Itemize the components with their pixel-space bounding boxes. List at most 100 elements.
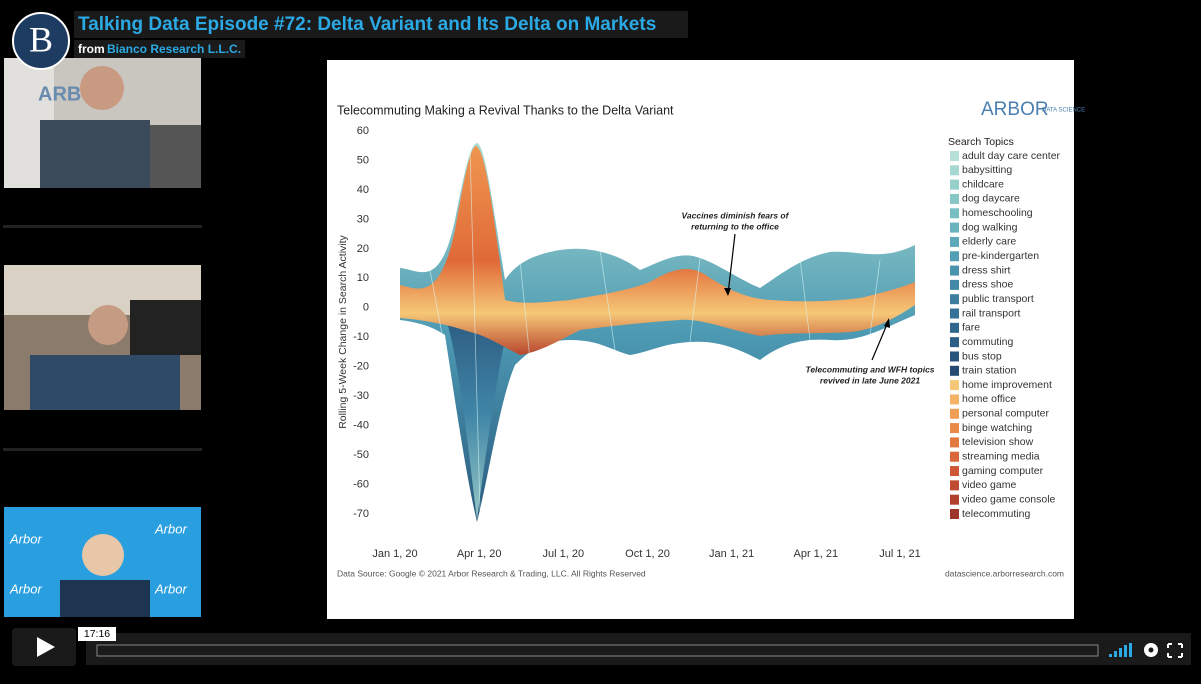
legend-swatch <box>950 466 959 477</box>
y-tick-label: 10 <box>357 272 369 284</box>
legend-label: dress shirt <box>962 264 1011 276</box>
webcam-1: ARBOR <box>4 58 201 188</box>
legend-swatch <box>950 322 959 333</box>
legend-label: train station <box>962 365 1016 377</box>
legend-label: fare <box>962 322 980 334</box>
legend-label: television show <box>962 436 1034 448</box>
logo-text: B <box>29 19 53 59</box>
legend-label: home office <box>962 393 1016 405</box>
legend-label: adult day care center <box>962 150 1061 162</box>
legend-swatch <box>950 380 959 391</box>
arrowhead <box>884 318 890 328</box>
legend-title: Search Topics <box>948 136 1014 148</box>
legend-label: binge watching <box>962 422 1032 434</box>
legend-swatch <box>950 308 959 319</box>
channel-link[interactable]: Bianco Research L.L.C. <box>107 42 241 56</box>
annotation-arrow <box>871 321 889 361</box>
y-tick-label: -70 <box>353 508 369 520</box>
x-tick-label: Apr 1, 20 <box>457 548 502 560</box>
play-icon <box>37 637 55 657</box>
legend-label: public transport <box>962 293 1034 305</box>
progress-panel <box>86 633 1191 665</box>
svg-text:Arbor: Arbor <box>9 531 42 546</box>
streamgraph <box>400 143 915 522</box>
y-tick-label: -10 <box>353 331 369 343</box>
y-axis-label: Rolling 5-Week Change in Search Activity <box>337 234 349 428</box>
legend-label: dress shoe <box>962 279 1014 291</box>
x-tick-label: Jul 1, 21 <box>879 548 921 560</box>
legend-label: video game console <box>962 493 1056 505</box>
legend-label: personal computer <box>962 408 1049 420</box>
legend-label: pre-kindergarten <box>962 250 1039 262</box>
x-tick-label: Apr 1, 21 <box>794 548 839 560</box>
legend-swatch <box>950 193 959 204</box>
y-tick-label: 20 <box>357 243 369 255</box>
svg-text:Arbor: Arbor <box>9 581 42 596</box>
slide-title: Telecommuting Making a Revival Thanks to… <box>337 103 674 117</box>
legend-label: babysitting <box>962 164 1012 176</box>
svg-text:Arbor: Arbor <box>154 521 187 536</box>
x-tick-label: Oct 1, 20 <box>625 548 670 560</box>
legend-label: dog daycare <box>962 193 1020 205</box>
divider <box>3 225 202 228</box>
annotation: Vaccines diminish fears of <box>682 210 790 220</box>
progress-track[interactable] <box>96 644 1099 657</box>
url: datascience.arborresearch.com <box>945 568 1064 578</box>
y-tick-label: 40 <box>357 184 369 196</box>
webcam-3: Arbor Arbor Arbor Arbor <box>4 507 201 617</box>
slide-logo-sub: DATA SCIENCE <box>1042 108 1085 114</box>
legend-swatch <box>950 222 959 233</box>
annotation: returning to the office <box>691 221 779 231</box>
arrowhead <box>724 288 731 296</box>
legend-swatch <box>950 509 959 519</box>
legend-label: childcare <box>962 178 1004 190</box>
slide-logo: ARBOR <box>981 99 1049 120</box>
legend-label: homeschooling <box>962 207 1033 219</box>
legend-swatch <box>950 179 959 190</box>
svg-text:Arbor: Arbor <box>154 581 187 596</box>
webcam-2 <box>4 265 201 410</box>
time-badge <box>78 627 116 641</box>
y-tick-label: 0 <box>363 302 369 314</box>
divider <box>3 448 202 451</box>
legend-swatch <box>950 351 959 362</box>
legend-swatch <box>950 279 959 290</box>
byline-bg <box>74 40 245 58</box>
legend-swatch <box>950 365 959 376</box>
volume-icon[interactable] <box>1109 643 1132 657</box>
legend-swatch <box>950 480 959 491</box>
legend-label: streaming media <box>962 451 1040 463</box>
legend-swatch <box>950 151 959 161</box>
legend-swatch <box>950 294 959 305</box>
y-tick-label: -50 <box>353 449 369 461</box>
legend-label: dog walking <box>962 221 1018 233</box>
legend-swatch <box>950 265 959 276</box>
legend-label: telecommuting <box>962 508 1030 520</box>
legend-swatch <box>950 394 959 405</box>
y-tick-label: -20 <box>353 361 369 373</box>
y-tick-label: 50 <box>357 154 369 166</box>
x-tick-label: Jan 1, 21 <box>709 548 754 560</box>
title-bg <box>74 11 688 38</box>
legend-swatch <box>950 251 959 262</box>
settings-icon[interactable] <box>1144 643 1158 657</box>
legend-label: bus stop <box>962 350 1002 362</box>
legend-swatch <box>950 236 959 247</box>
fullscreen-icon[interactable] <box>1167 643 1183 658</box>
y-tick-label: -40 <box>353 420 369 432</box>
time: 17:16 <box>84 628 110 640</box>
source: Data Source: Google © 2021 Arbor Researc… <box>337 568 646 578</box>
legend-swatch <box>950 437 959 448</box>
legend-label: video game <box>962 479 1016 491</box>
annotation-arrow <box>727 233 736 295</box>
annotation: revived in late June 2021 <box>820 375 920 385</box>
legend-swatch <box>950 337 959 348</box>
video-title[interactable]: Talking Data Episode #72: Delta Variant … <box>78 14 656 35</box>
legend-label: home improvement <box>962 379 1052 391</box>
channel-logo[interactable] <box>12 12 70 70</box>
legend-label: commuting <box>962 336 1014 348</box>
x-tick-label: Jul 1, 20 <box>543 548 585 560</box>
y-tick-label: 60 <box>357 125 369 137</box>
byline: from <box>78 42 105 56</box>
